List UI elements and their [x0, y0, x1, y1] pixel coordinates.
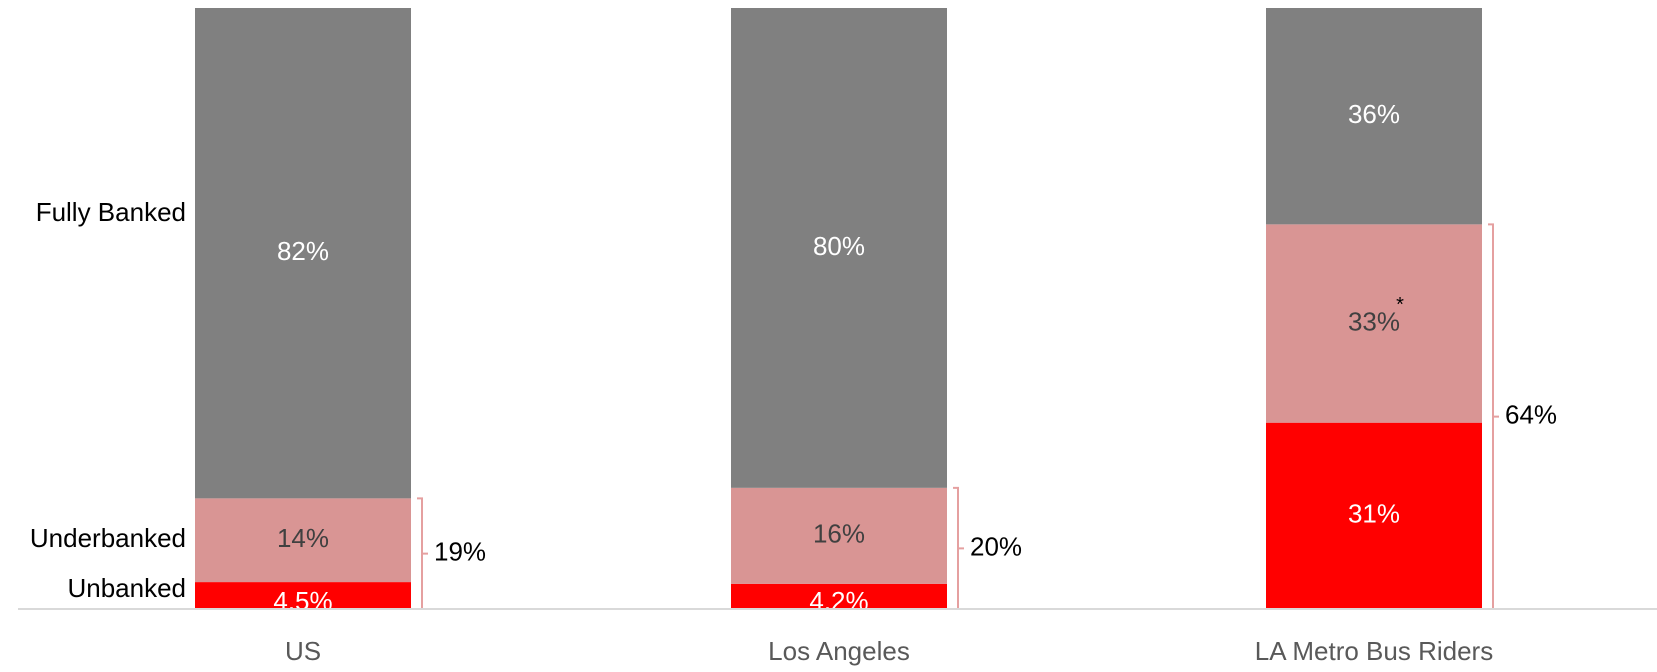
bracket-la-metro-bus-riders: [1488, 223, 1499, 610]
series-label-fully-banked: Fully Banked: [36, 197, 186, 227]
data-label-us-unbanked: 4.5%: [273, 586, 332, 616]
data-label-la-metro-bus-riders-underbanked: 33%: [1348, 306, 1400, 336]
category-label-la-metro-bus-riders: LA Metro Bus Riders: [1255, 636, 1493, 666]
bar-los-angeles-underbanked: [731, 487, 947, 584]
bracket-us: [417, 497, 428, 610]
bar-los-angeles-unbanked: [731, 583, 947, 609]
data-label-los-angeles-fully-banked: 80%: [813, 231, 865, 261]
bar-la-metro-bus-riders-unbanked: [1266, 422, 1482, 609]
bar-la-metro-bus-riders-underbanked: [1266, 224, 1482, 423]
segment-labels-group: 4.5% 14% 82% 4.2% 16% 80% 31% 33%* 36%: [273, 99, 1404, 616]
category-labels-group: US Los Angeles LA Metro Bus Riders: [285, 636, 1493, 666]
series-label-unbanked: Unbanked: [67, 573, 186, 603]
bar-us-underbanked: [195, 498, 411, 583]
series-labels-group: Unbanked Underbanked Fully Banked: [30, 197, 186, 603]
bracket-total-los-angeles: 20%: [970, 531, 1022, 561]
bracket-los-angeles: [953, 486, 964, 610]
data-label-la-metro-bus-riders-fully-banked: 36%: [1348, 99, 1400, 129]
footnote-marker: *: [1396, 294, 1404, 316]
category-label-us: US: [285, 636, 321, 666]
bracket-total-us: 19%: [434, 537, 486, 567]
data-label-us-underbanked: 14%: [277, 523, 329, 553]
bracket-total-la-metro-bus-riders: 64%: [1505, 400, 1557, 430]
bar-us-fully-banked: [195, 8, 411, 499]
data-label-los-angeles-unbanked: 4.2%: [809, 586, 868, 616]
series-label-underbanked: Underbanked: [30, 523, 186, 553]
data-label-los-angeles-underbanked: 16%: [813, 519, 865, 549]
bar-us-unbanked: [195, 582, 411, 609]
bars-group: [195, 8, 1482, 609]
bar-los-angeles-fully-banked: [731, 8, 947, 488]
data-label-us-fully-banked: 82%: [277, 236, 329, 266]
bar-la-metro-bus-riders-fully-banked: [1266, 8, 1482, 225]
data-label-la-metro-bus-riders-unbanked: 31%: [1348, 499, 1400, 529]
category-label-los-angeles: Los Angeles: [768, 636, 910, 666]
